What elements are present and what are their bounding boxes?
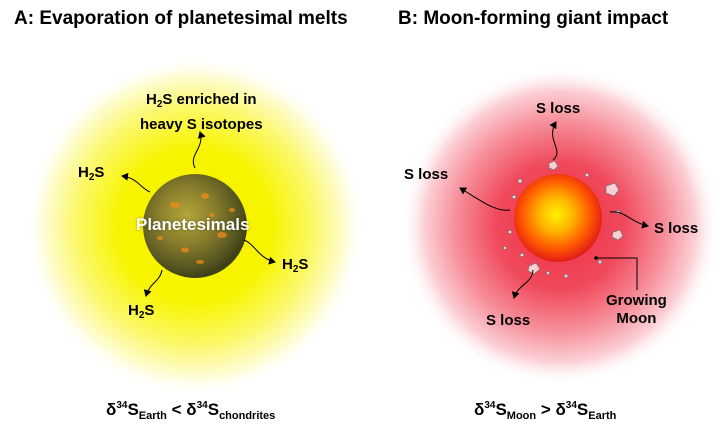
moon-text: Moon: [616, 310, 657, 327]
h2s-subscript: 2: [156, 99, 163, 110]
equation-b: δ34SMoon > δ34SEarth: [474, 400, 616, 422]
element-symbol: S: [207, 400, 220, 419]
label-s-loss-left: S loss: [404, 166, 449, 183]
equation-a: δ34SEarth < δ34Schondrites: [106, 400, 275, 422]
subscript-chondrites: chondrites: [219, 410, 276, 422]
label-h2s-lower: H2S: [128, 302, 154, 321]
planetesimal-melt-spots: [157, 193, 235, 264]
h2s-enriched-text: S enriched in: [162, 91, 257, 108]
panel-a-title: A: Evaporation of planetesimal melts: [14, 8, 348, 29]
pointer-growing-moon: [596, 257, 638, 290]
delta-symbol: δ: [555, 400, 566, 419]
label-s-loss-right: S loss: [654, 220, 699, 237]
h2s-species: H: [78, 164, 89, 181]
mass-number: 34: [565, 400, 577, 411]
arrow-s-loss-bottom: [511, 269, 534, 299]
element-symbol: S: [127, 400, 139, 419]
h2s-rest: S: [94, 164, 105, 181]
pointer-growing-moon-dot: [594, 256, 598, 260]
growing-text: Growing: [606, 292, 667, 309]
h2s-species: H: [128, 302, 139, 319]
panel-b-title: B: Moon-forming giant impact: [398, 8, 669, 29]
element-symbol: S: [495, 400, 507, 419]
arrow-s-loss-right: [609, 211, 649, 229]
label-s-loss-top: S loss: [536, 100, 581, 117]
h2s-subscript: 2: [88, 172, 95, 183]
heavy-isotopes-text: heavy S isotopes: [140, 116, 263, 133]
growing-moon-sphere: [514, 174, 602, 262]
mass-number: 34: [484, 400, 496, 411]
arrow-h2s-lower: [143, 269, 163, 297]
label-s-loss-bottom: S loss: [486, 312, 531, 329]
arrow-s-loss-left: [459, 187, 511, 211]
arrow-enriched: [192, 131, 206, 169]
h2s-species: H: [282, 256, 293, 273]
greater-than-operator: >: [536, 400, 556, 419]
delta-symbol: δ: [474, 400, 485, 419]
label-h2s-right: H2S: [282, 256, 308, 275]
less-than-operator: <: [166, 400, 187, 419]
delta-symbol: δ: [186, 400, 197, 419]
arrow-s-loss-top: [549, 121, 558, 161]
h2s-subscript: 2: [292, 264, 299, 275]
label-growing-moon: Growing Moon: [606, 292, 667, 328]
subscript-moon: Moon: [506, 410, 537, 422]
arrow-h2s-right: [243, 239, 276, 265]
planetesimals-label: Planetesimals: [136, 215, 250, 234]
h2s-subscript: 2: [138, 310, 145, 321]
subscript-earth: Earth: [138, 410, 167, 422]
h2s-rest: S: [298, 256, 309, 273]
subscript-earth: Earth: [588, 410, 617, 422]
label-h2s-enriched: H2S enriched in heavy S isotopes: [140, 90, 263, 135]
delta-symbol: δ: [106, 400, 117, 419]
mass-number: 34: [196, 400, 208, 411]
element-symbol: S: [576, 400, 589, 419]
mass-number: 34: [116, 400, 128, 411]
label-h2s-upper-left: H2S: [78, 164, 104, 183]
arrow-h2s-upper-left: [121, 172, 151, 193]
h2s-species: H: [145, 91, 157, 108]
planetesimal-sphere: [143, 174, 247, 278]
impact-debris: [502, 160, 624, 279]
h2s-rest: S: [144, 302, 155, 319]
